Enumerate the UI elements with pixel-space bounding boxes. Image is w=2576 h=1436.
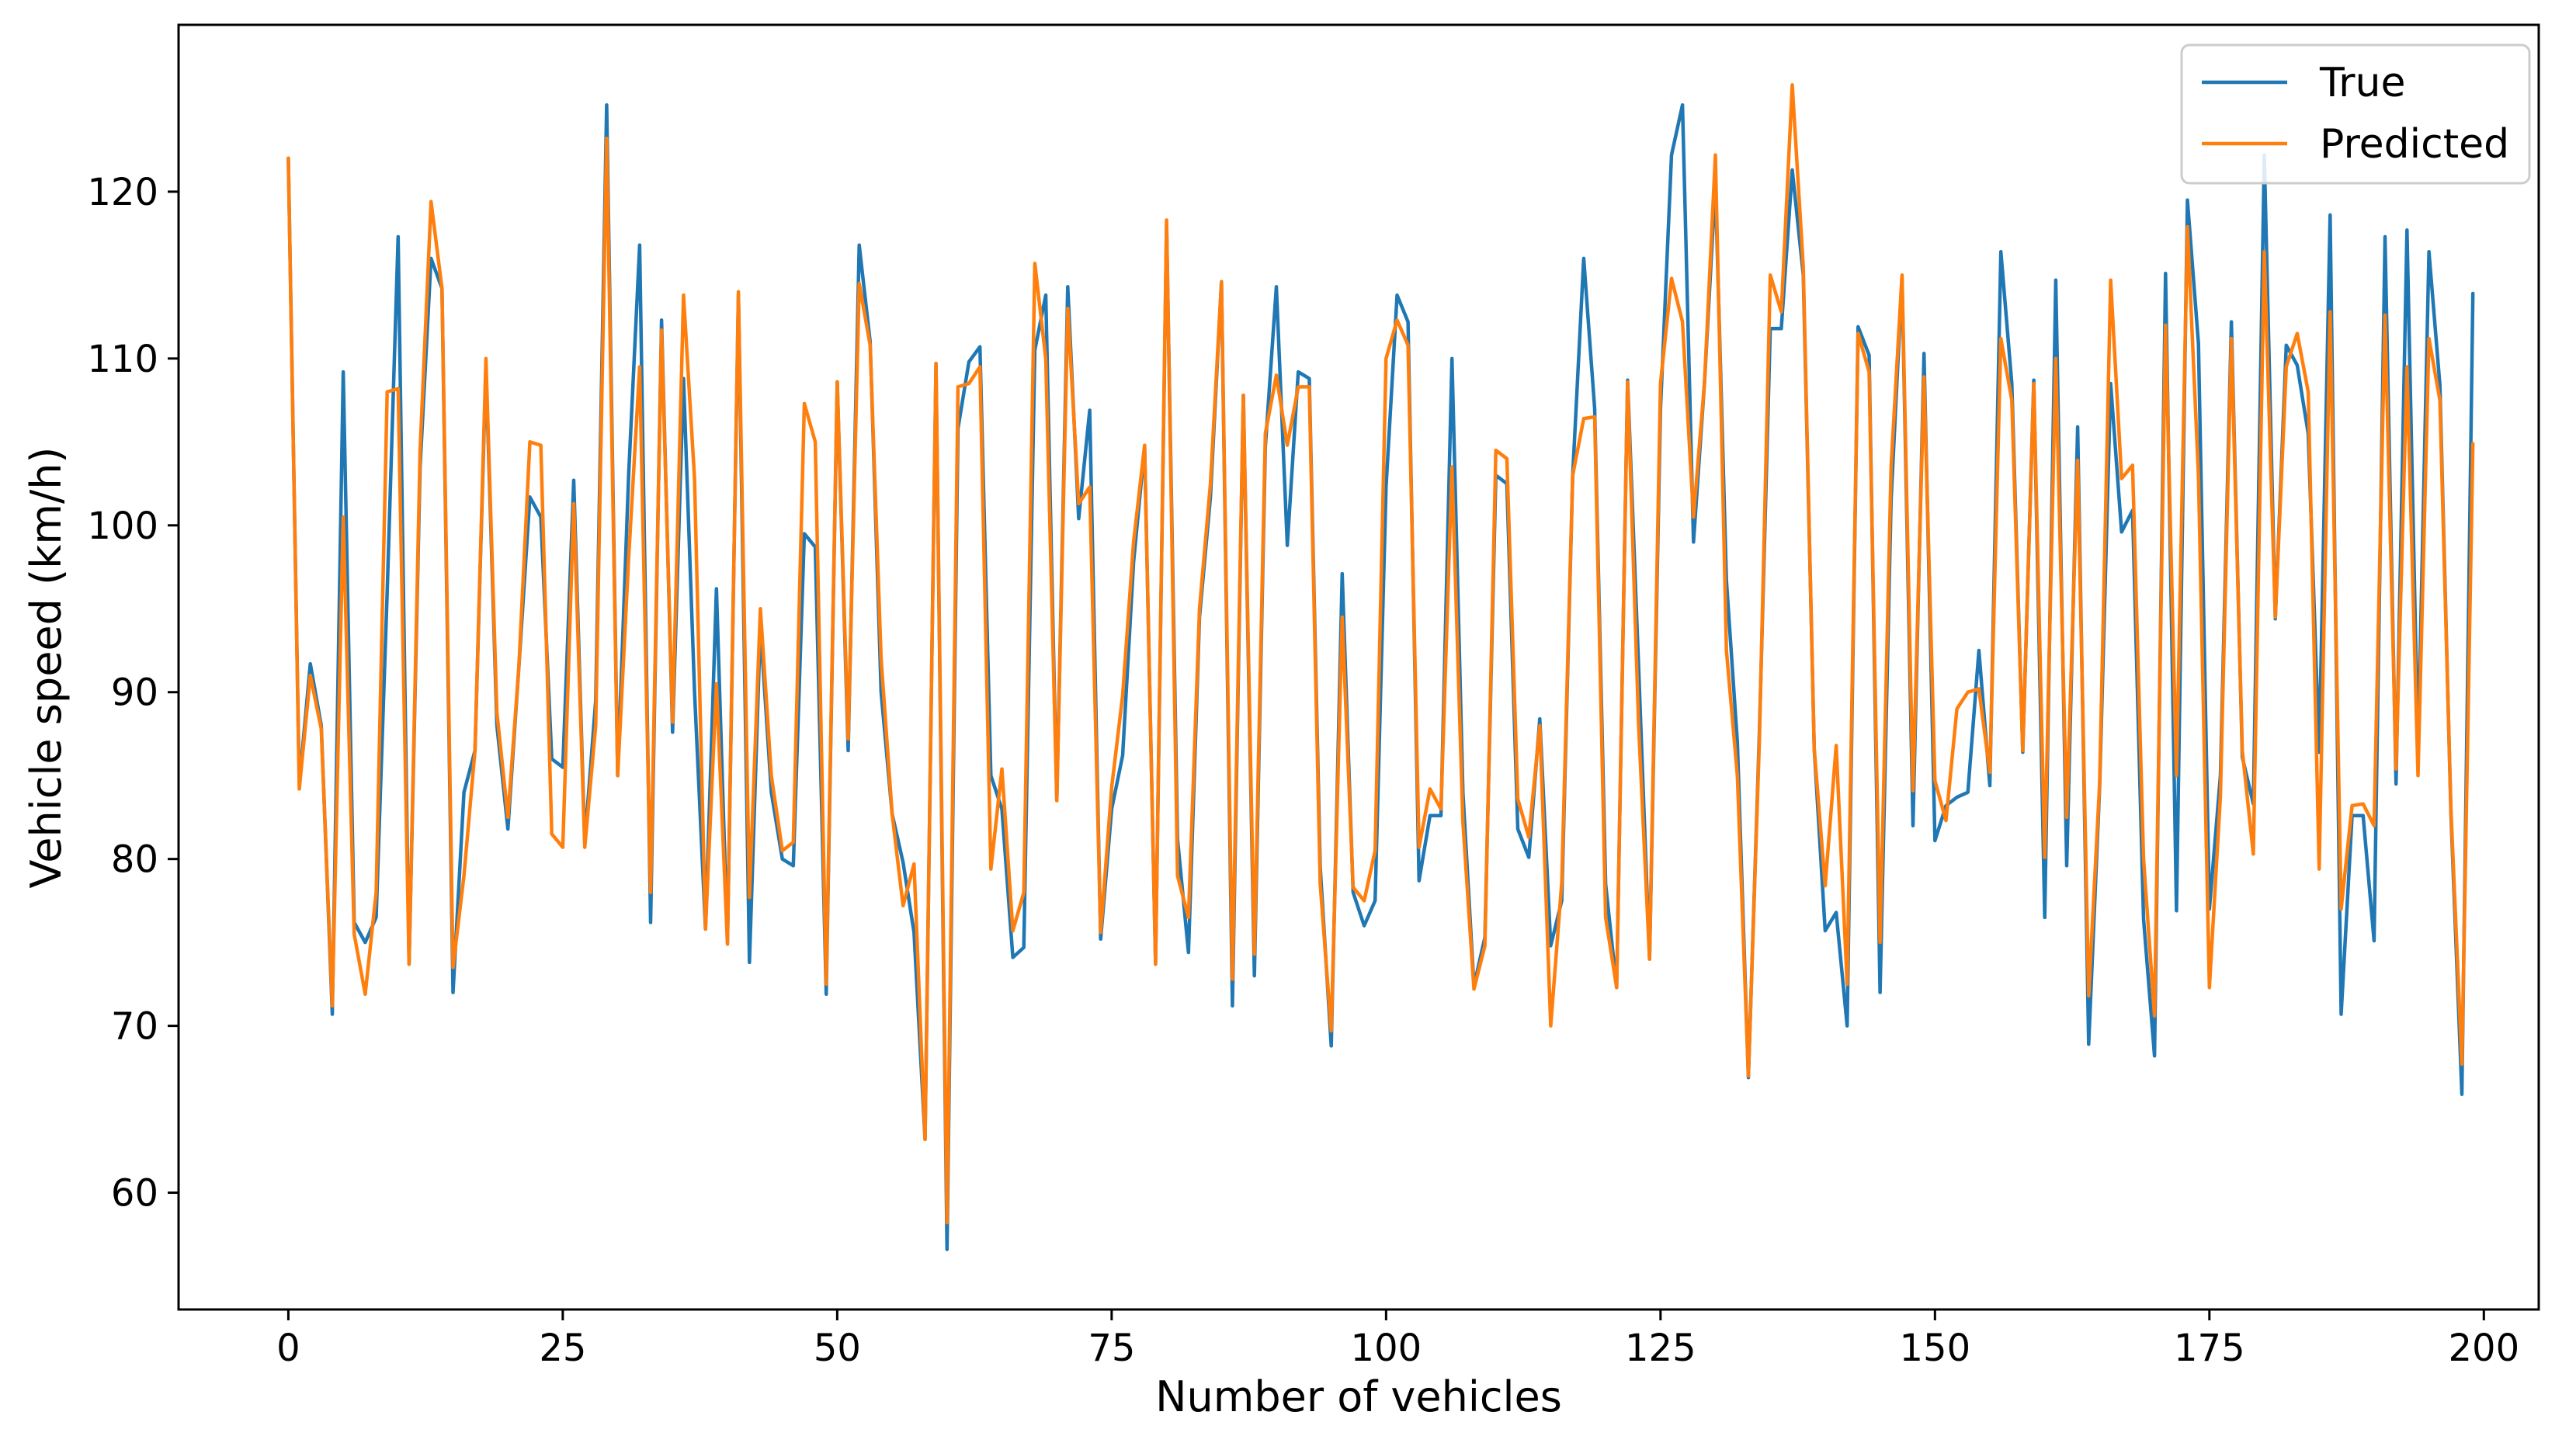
y-tick-label: 120 [87, 171, 158, 214]
x-tick-label: 25 [539, 1327, 586, 1370]
plot-frame [177, 23, 2540, 1311]
legend-label: True [2319, 60, 2405, 106]
y-tick-label: 70 [111, 1005, 158, 1049]
y-tick-label: 100 [87, 505, 158, 548]
y-tick-label: 60 [111, 1172, 158, 1216]
legend: True Predicted [2180, 43, 2531, 185]
x-tick-label: 50 [814, 1327, 861, 1370]
y-tick-label: 110 [87, 338, 158, 381]
series-lines [286, 83, 2475, 1251]
axis-ticks: 0 25 50 75 100 125 150 175 200 60 70 80 90 100 110 120 [87, 171, 2519, 1370]
y-tick-label: 90 [111, 671, 158, 715]
x-tick-label: 100 [1351, 1327, 1422, 1370]
x-tick-label: 75 [1088, 1327, 1135, 1370]
x-tick-label: 150 [1900, 1327, 1971, 1370]
x-tick-label: 0 [276, 1327, 300, 1370]
x-tick-label: 200 [2448, 1327, 2519, 1370]
series-line-predicted [286, 83, 2475, 1225]
y-axis-label: Vehicle speed (km/h) [22, 446, 71, 888]
x-tick-label: 175 [2174, 1327, 2245, 1370]
legend-label: Predicted [2320, 121, 2509, 168]
legend-box [2180, 43, 2531, 185]
y-tick-label: 80 [111, 838, 158, 882]
x-axis-label: Number of vehicles [1155, 1372, 1562, 1421]
x-tick-label: 125 [1625, 1327, 1696, 1370]
